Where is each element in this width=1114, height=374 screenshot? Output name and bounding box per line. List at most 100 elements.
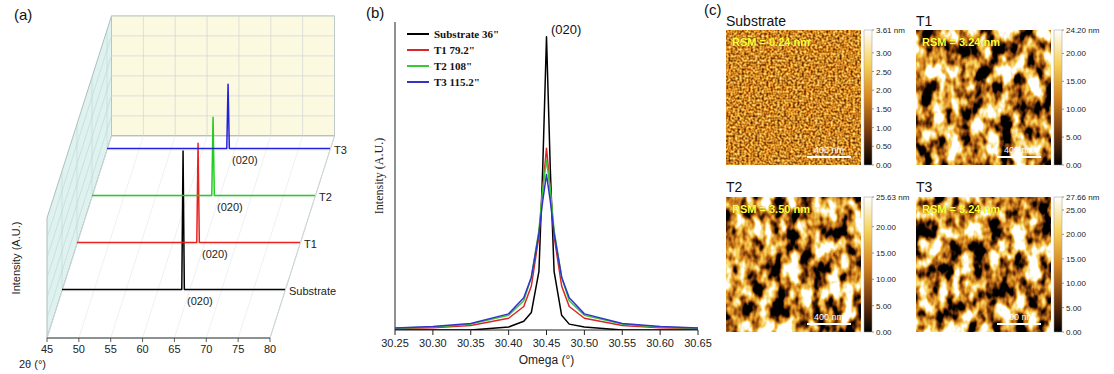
colorbar-label: 1.50 — [876, 105, 892, 114]
colorbar — [864, 197, 872, 332]
series-label: T3 — [334, 144, 347, 156]
rsm-label: RSM = 3.24 nm — [922, 203, 1000, 215]
rocking-curve — [395, 160, 698, 328]
wall-grid — [112, 95, 335, 96]
tick — [47, 338, 48, 342]
afm-image — [726, 197, 861, 332]
peak-label: (020) — [202, 248, 228, 260]
scale-bar — [997, 323, 1041, 325]
rocking-curve — [395, 175, 698, 328]
grid-line — [207, 16, 208, 136]
tick-label: 55 — [105, 343, 117, 355]
tick-label: 45 — [41, 343, 53, 355]
tick-label: 65 — [168, 343, 180, 355]
peak-label: (020) — [187, 295, 213, 307]
colorbar-label: 15.00 — [1066, 77, 1087, 86]
rsm-label: RSM = 3.50 nm — [732, 203, 810, 215]
grid-line — [79, 136, 144, 338]
wall-grid — [112, 115, 335, 116]
tick-label: 30.60 — [646, 337, 674, 349]
colorbar-tick — [1062, 109, 1064, 110]
tick — [470, 330, 471, 335]
tick — [238, 338, 239, 342]
image-title: T1 — [916, 13, 933, 29]
colorbar-tick — [872, 332, 874, 333]
grid-line — [143, 16, 144, 136]
legend-label: Substrate 36" — [434, 28, 499, 40]
scale-bar-label: 400 nm — [814, 145, 844, 155]
colorbar-label: 24.20 nm — [1066, 26, 1100, 35]
colorbar-label: 0.00 — [876, 161, 892, 170]
colorbar-label: 3.00 — [876, 49, 892, 58]
colorbar-label: 5.00 — [876, 302, 892, 311]
grid-line — [302, 16, 303, 136]
legend-label: T3 115.2" — [434, 76, 480, 88]
colorbar-label: 0.00 — [1066, 328, 1082, 337]
series-label: T2 — [319, 191, 332, 203]
wall-grid — [47, 116, 112, 318]
colorbar-tick — [1062, 258, 1064, 259]
x-axis — [47, 338, 270, 339]
colorbar-label: 25.00 — [1066, 206, 1087, 215]
colorbar-tick — [1062, 234, 1064, 235]
tick — [174, 338, 175, 342]
wall-grid — [47, 56, 112, 258]
floor-grid — [92, 197, 315, 198]
legend-swatch — [407, 65, 429, 67]
panel-a: 4550556065707580SubstrateT1T2T3(020)(020… — [10, 6, 347, 370]
colorbar-tick — [872, 146, 874, 147]
panel-c: (c)SubstrateRSM = 0.24 nm400 nm0.000.501… — [704, 1, 1100, 337]
tick-label: 30.50 — [571, 337, 599, 349]
wall-grid — [112, 55, 335, 56]
colorbar-label: 15.00 — [876, 249, 897, 258]
wall-grid — [77, 124, 78, 244]
colorbar-label: 20.00 — [1066, 49, 1087, 58]
grid-line — [47, 136, 112, 338]
colorbar-tick — [872, 90, 874, 91]
wall-grid — [62, 171, 63, 291]
image-title: T3 — [916, 179, 933, 195]
xrd-line — [107, 84, 330, 148]
tick-label: 30.30 — [419, 337, 447, 349]
grid-line — [270, 16, 271, 136]
colorbar-label: 25.63 nm — [876, 193, 910, 202]
floor — [47, 136, 335, 338]
tick — [698, 330, 699, 335]
tick — [395, 330, 396, 335]
colorbar — [1054, 197, 1062, 332]
x-title: 2θ (°) — [19, 358, 46, 370]
peak-label: (020) — [217, 201, 243, 213]
panel-b: 30.2530.3030.3530.4030.4530.5030.5530.60… — [366, 4, 712, 367]
tick-label: 50 — [73, 343, 85, 355]
grid-line — [238, 136, 303, 338]
colorbar-tick — [872, 127, 874, 128]
colorbar-label: 0.00 — [876, 328, 892, 337]
tick — [206, 338, 207, 342]
colorbar-tick — [1062, 137, 1064, 138]
panel-letter: (b) — [366, 4, 384, 21]
colorbar-label: 20.00 — [876, 223, 897, 232]
colorbar — [864, 30, 872, 165]
grid-line — [111, 136, 175, 338]
colorbar-label: 15.00 — [1066, 255, 1087, 264]
tick — [508, 330, 509, 335]
colorbar-tick — [872, 197, 874, 198]
y-title: Intensity (A.U.) — [372, 138, 386, 214]
image-title: T2 — [726, 179, 743, 195]
colorbar-label: 10.00 — [1066, 279, 1087, 288]
y-title: Intensity (A.U.) — [10, 222, 22, 295]
wall-grid — [47, 76, 112, 278]
colorbar-tick — [872, 252, 874, 253]
tick — [110, 338, 111, 342]
scale-bar — [807, 323, 851, 325]
scale-bar-label: 400 nm — [1004, 145, 1034, 155]
wall-grid — [107, 30, 108, 150]
tick — [622, 330, 623, 335]
colorbar-label: 10.00 — [876, 275, 897, 284]
tick-label: 30.40 — [495, 337, 523, 349]
image-title: Substrate — [726, 13, 786, 29]
legend-swatch — [407, 81, 429, 83]
colorbar-tick — [1062, 30, 1064, 31]
legend-swatch — [407, 33, 429, 35]
xrd-line — [77, 143, 300, 242]
